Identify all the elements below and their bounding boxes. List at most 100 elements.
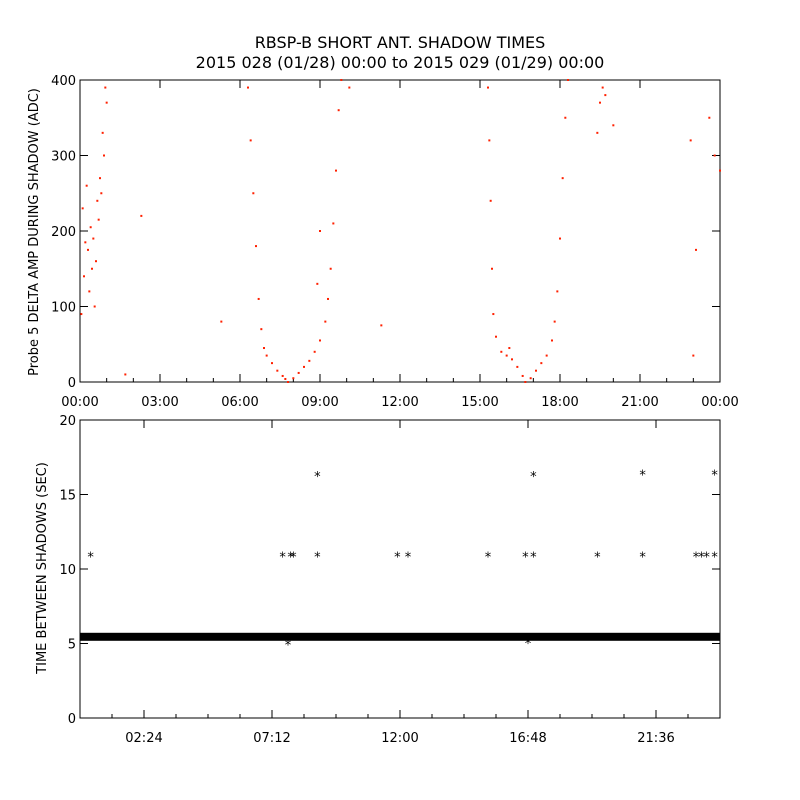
panel1-point xyxy=(545,354,548,357)
panel2-point: * xyxy=(394,551,401,566)
panel1-point xyxy=(257,297,260,300)
panel2-ytick-label: 15 xyxy=(59,489,76,504)
panel1-point xyxy=(612,124,615,127)
panel2-point: * xyxy=(530,551,537,566)
panel1-point xyxy=(551,339,553,342)
panel2-frame xyxy=(79,419,721,719)
panel1-point xyxy=(84,241,87,244)
panel1-point xyxy=(316,282,319,285)
panel2-point: * xyxy=(525,637,532,652)
panel1-point xyxy=(265,354,268,357)
panel1-xtick-label: 06:00 xyxy=(221,395,258,410)
panel1-ytick-label: 400 xyxy=(51,74,76,89)
panel1-point xyxy=(332,222,335,225)
panel1-point xyxy=(249,139,252,142)
panel2-point: * xyxy=(522,551,529,566)
panel1-point xyxy=(604,94,607,97)
panel1-xtick-label: 00:00 xyxy=(701,395,738,410)
panel1-ytick-label: 300 xyxy=(51,150,76,165)
panel1-point xyxy=(324,320,327,323)
panel1-point xyxy=(220,320,223,323)
panel2-point: * xyxy=(279,551,286,566)
panel1-point xyxy=(85,184,88,187)
panel1-point xyxy=(521,374,524,377)
panel1-point xyxy=(511,358,513,361)
panel1-ytick-label: 200 xyxy=(51,225,76,240)
panel1-point xyxy=(489,199,492,202)
panel1-point xyxy=(505,354,508,357)
panel2-point: * xyxy=(314,551,321,566)
panel1-point xyxy=(124,373,127,376)
panel1-point xyxy=(567,79,569,81)
panel1-point xyxy=(95,260,97,263)
panel1-point xyxy=(260,328,263,331)
panel2-ytick-label: 20 xyxy=(59,414,76,429)
panel1-point xyxy=(93,305,96,308)
panel1-point xyxy=(695,248,697,251)
panel1-point xyxy=(535,369,537,372)
panel1-point xyxy=(105,101,108,104)
panel1-point xyxy=(140,214,143,217)
panel1-point xyxy=(516,365,519,368)
panel1-point xyxy=(87,248,89,251)
panel1-ytick-label: 100 xyxy=(51,301,76,316)
panel1-point xyxy=(313,350,316,353)
panel1-point xyxy=(596,131,599,134)
panel2-point: * xyxy=(698,551,705,566)
panel1-point xyxy=(271,362,273,365)
panel1-xtick-label: 03:00 xyxy=(141,395,178,410)
chart-title-line1: RBSP-B SHORT ANT. SHADOW TIMES xyxy=(255,33,546,52)
delta-amp-panel: 00:00 03:00 06:00 09:00 12:00 15:00 18:00 21:00… xyxy=(51,74,739,410)
panel1-point xyxy=(564,116,567,119)
panel1-point xyxy=(500,350,503,353)
panel2-xtick-label: 16:48 xyxy=(509,731,546,746)
panel2-xtick-label: 07:12 xyxy=(253,731,290,746)
panel1-point xyxy=(713,154,716,157)
panel1-point xyxy=(80,313,83,316)
panel2-point: * xyxy=(87,551,94,566)
panel1-point xyxy=(540,362,543,365)
panel1-point xyxy=(103,154,105,157)
panel1-point xyxy=(101,131,104,134)
panel1-point xyxy=(488,139,491,142)
panel1-point xyxy=(287,381,289,383)
panel1-point xyxy=(553,320,556,323)
panel2-point: * xyxy=(530,470,537,485)
panel1-point xyxy=(495,335,497,338)
panel1-point xyxy=(689,139,692,142)
panel2-ytick-label: 10 xyxy=(59,563,76,578)
panel2-xtick-label: 12:00 xyxy=(381,731,418,746)
panel2-ytick-label: 0 xyxy=(68,712,76,727)
panel1-point xyxy=(556,290,559,293)
panel1-xtick-label: 09:00 xyxy=(301,395,338,410)
panel2-ytick-label: 5 xyxy=(68,638,76,653)
panel1-point xyxy=(97,218,100,221)
panel1-point xyxy=(281,374,284,377)
panel1-xtick-label: 18:00 xyxy=(541,395,578,410)
panel2-xtick-label: 21:36 xyxy=(637,731,674,746)
panel1-point xyxy=(708,116,711,119)
panel2-point: * xyxy=(711,551,718,566)
panel1-point xyxy=(104,86,107,89)
chart-title-line2: 2015 028 (01/28) 00:00 to 2015 029 (01/2… xyxy=(196,53,605,72)
panel1-point xyxy=(263,347,265,350)
panel1-point xyxy=(529,377,532,380)
panel1-point xyxy=(335,169,337,172)
panel1-point xyxy=(88,290,91,293)
panel1-point xyxy=(89,226,92,229)
panel1-frame xyxy=(79,79,721,383)
panel1-point xyxy=(100,192,103,195)
panel1-point xyxy=(561,177,564,180)
panel1-point xyxy=(303,365,305,368)
panel1-point xyxy=(292,377,295,380)
panel1-xtick-label: 12:00 xyxy=(381,395,418,410)
panel2-point: * xyxy=(639,469,646,484)
panel1-point xyxy=(252,192,255,195)
panel1-point xyxy=(92,237,95,240)
panel2-point: * xyxy=(485,551,492,566)
panel1-point xyxy=(491,267,493,270)
panel1-point xyxy=(719,169,721,172)
panel2-point: * xyxy=(314,470,321,485)
panel1-point xyxy=(319,339,321,342)
